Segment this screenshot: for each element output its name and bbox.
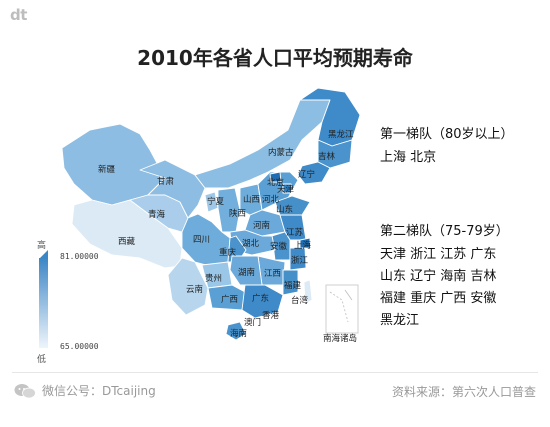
region-hebei (257, 171, 299, 211)
label-jiangsu: 江苏 (286, 227, 304, 238)
label-anhui: 安徽 (270, 241, 288, 252)
label-henan: 河南 (253, 220, 270, 231)
region-xizang (71, 199, 183, 269)
region-beijing (269, 171, 282, 183)
tier2-heading: 第二梯队（75-79岁） (380, 224, 509, 239)
legend-low-label: 低 (37, 355, 47, 365)
tier1-heading: 第一梯队（80岁以上） (380, 127, 514, 142)
label-xianggang: 香港 (262, 310, 280, 321)
region-fujian (282, 269, 299, 296)
label-guangdong: 广东 (252, 293, 269, 304)
region-zhejiang (289, 247, 307, 271)
label-taiwan: 台湾 (291, 295, 309, 306)
legend-max-value: 81.00000 (60, 252, 99, 261)
region-yunnan (167, 257, 209, 316)
wechat-icon (14, 383, 36, 398)
tier2-line-4: 黑龙江 (380, 313, 420, 328)
region-guangdong (241, 284, 284, 319)
label-jilin: 吉林 (318, 151, 336, 162)
label-shanghai: 上海 (294, 240, 312, 251)
footer-wechat-text: 微信公号：DTcaijing (42, 384, 156, 398)
label-shandong: 山东 (276, 204, 293, 215)
south-china-sea-inset (325, 284, 359, 334)
tier2-provinces: 天津 浙江 江苏 广东 山东 辽宁 海南 吉林 福建 重庆 广西 安徽 黑龙江 (380, 244, 545, 332)
footer-wechat: 微信公号：DTcaijing (14, 382, 156, 399)
label-xizang: 西藏 (118, 236, 136, 247)
label-tianjin: 天津 (277, 184, 295, 195)
label-neimenggu: 内蒙古 (268, 147, 294, 158)
region-tianjin (282, 183, 292, 194)
page-title: 2010年各省人口平均预期寿命 (137, 46, 413, 70)
label-chongqing: 重庆 (219, 247, 237, 258)
label-yunnan: 云南 (186, 284, 203, 295)
region-shanghai (299, 237, 311, 249)
legend-high-label: 高 (37, 241, 47, 251)
label-gansu: 甘肃 (157, 176, 175, 187)
region-taiwan (303, 279, 313, 305)
label-hubei: 湖北 (242, 239, 260, 249)
label-ningxia: 宁夏 (207, 196, 225, 207)
legend-gradient-bar (39, 258, 48, 348)
label-jiangxi: 江西 (264, 269, 281, 279)
footer-source: 资料来源：第六次人口普查 (391, 385, 536, 399)
legend-arrow (39, 250, 48, 259)
tier2-line-2: 山东 辽宁 海南 吉林 (380, 269, 497, 284)
label-sichuan: 四川 (193, 235, 210, 245)
region-liaoning (297, 161, 331, 185)
label-hunan: 湖南 (238, 267, 255, 278)
tier2-line-1: 天津 浙江 江苏 广东 (380, 247, 497, 262)
label-heilongjiang: 黑龙江 (328, 129, 354, 140)
footer-divider (12, 372, 538, 373)
label-beijing: 北京 (267, 177, 284, 188)
label-hainan: 海南 (230, 328, 247, 339)
label-hebei: 河北 (262, 194, 280, 205)
dt-logo: dt (10, 6, 27, 24)
label-fujian: 福建 (284, 280, 302, 291)
label-guangxi: 广西 (221, 294, 238, 305)
label-zhejiang: 浙江 (291, 255, 309, 266)
label-guizhou: 贵州 (205, 273, 222, 284)
legend-min-value: 65.00000 (60, 342, 99, 351)
label-shanxi: 山西 (243, 194, 260, 205)
tier2-line-3: 福建 重庆 广西 安徽 (380, 291, 497, 306)
label-liaoning: 辽宁 (298, 169, 315, 180)
label-xinjiang: 新疆 (98, 164, 116, 175)
label-qinghai: 青海 (148, 209, 166, 220)
label-shaanxi: 陕西 (229, 208, 246, 219)
region-hainan (225, 321, 247, 341)
tier1-provinces: 上海 北京 (380, 150, 437, 165)
region-shandong (274, 195, 311, 216)
label-nanhai: 南海诸岛 (323, 333, 357, 344)
label-aomen: 澳门 (244, 317, 261, 328)
